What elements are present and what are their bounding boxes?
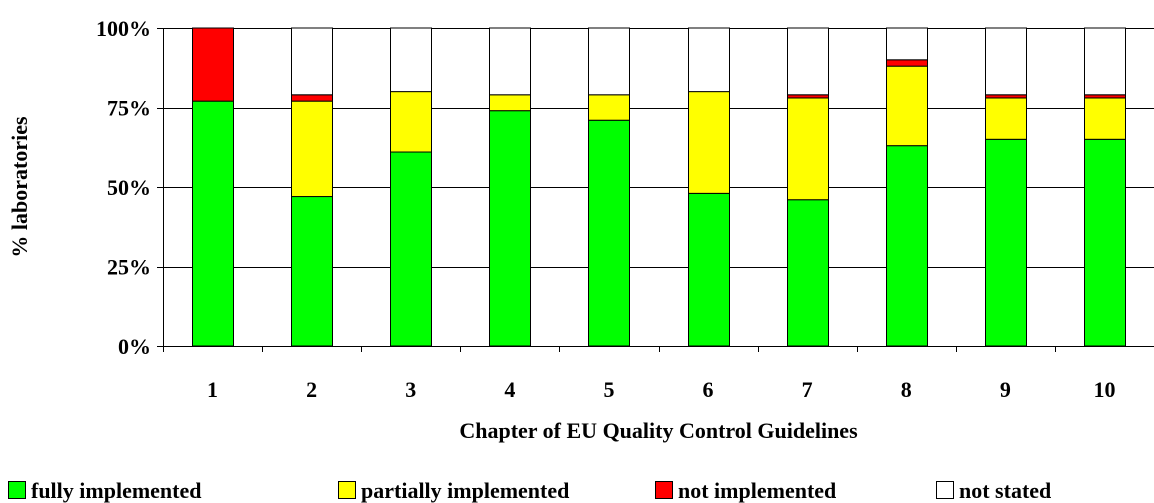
bar-10-partially-implemented — [1084, 97, 1126, 140]
x-tick-label: 4 — [504, 377, 515, 402]
x-tick-label: 6 — [703, 377, 714, 402]
y-tick-label: 50% — [107, 175, 151, 200]
legend-item-not-implemented: not implemented — [655, 478, 836, 503]
legend: fully implemented partially implemented no… — [8, 478, 1051, 503]
legend-swatch — [655, 481, 673, 499]
legend-label: partially implemented — [361, 478, 569, 503]
bar-8-fully-implemented — [886, 145, 928, 347]
bar-4-fully-implemented — [489, 110, 531, 347]
legend-label: not implemented — [678, 478, 836, 503]
bar-3-not-stated — [390, 27, 432, 93]
bar-2-not-stated — [291, 27, 333, 96]
bars — [192, 27, 1126, 347]
bar-4-partially-implemented — [489, 94, 531, 112]
bar-10-not-stated — [1084, 27, 1126, 96]
bar-2-partially-implemented — [291, 100, 333, 198]
x-tick-label: 3 — [405, 377, 416, 402]
legend-item-fully-implemented: fully implemented — [8, 478, 202, 503]
x-tick-label: 8 — [901, 377, 912, 402]
legend-item-partially-implemented: partially implemented — [338, 478, 569, 503]
x-tick-label: 9 — [1000, 377, 1011, 402]
bar-5-fully-implemented — [588, 119, 630, 347]
x-tick-label: 2 — [306, 377, 317, 402]
legend-label: not stated — [959, 478, 1051, 503]
y-tick-label: 100% — [96, 16, 151, 41]
legend-label: fully implemented — [31, 478, 202, 503]
bar-3-partially-implemented — [390, 91, 432, 153]
bar-1-not-implemented — [192, 27, 234, 102]
bar-6-fully-implemented — [688, 192, 730, 347]
axes — [157, 28, 1154, 352]
bar-9-partially-implemented — [985, 97, 1027, 140]
bar-5-partially-implemented — [588, 94, 630, 121]
x-tick-label: 7 — [802, 377, 813, 402]
legend-item-not-stated: not stated — [936, 478, 1051, 503]
bar-5-not-stated — [588, 27, 630, 96]
bar-1-fully-implemented — [192, 100, 234, 347]
legend-swatch — [8, 481, 26, 499]
bar-8-partially-implemented — [886, 65, 928, 147]
bar-7-fully-implemented — [787, 199, 829, 347]
bar-2-fully-implemented — [291, 196, 333, 347]
x-tick-label: 1 — [207, 377, 218, 402]
bar-3-fully-implemented — [390, 151, 432, 347]
x-tick-labels: 1 2 3 4 5 6 7 8 9 10 — [207, 377, 1115, 402]
bar-9-fully-implemented — [985, 138, 1027, 347]
bar-8-not-implemented — [886, 59, 928, 67]
y-tick-labels: 0% 25% 50% 75% 100% — [96, 16, 151, 359]
bar-4-not-stated — [489, 27, 531, 96]
x-axis-title: Chapter of EU Quality Control Guidelines — [459, 418, 858, 443]
y-tick-label: 75% — [107, 96, 151, 121]
x-tick-label: 10 — [1093, 377, 1115, 402]
legend-swatch — [936, 481, 954, 499]
y-tick-label: 0% — [118, 334, 151, 359]
bar-7-not-stated — [787, 27, 829, 96]
y-tick-label: 25% — [107, 255, 151, 280]
bar-9-not-stated — [985, 27, 1027, 96]
bar-10-fully-implemented — [1084, 138, 1126, 347]
bar-7-partially-implemented — [787, 97, 829, 201]
legend-swatch — [338, 481, 356, 499]
bar-2-not-implemented — [291, 94, 333, 102]
bar-6-partially-implemented — [688, 91, 730, 194]
x-tick-label: 5 — [603, 377, 614, 402]
bar-8-not-stated — [886, 27, 928, 61]
bar-6-not-stated — [688, 27, 730, 93]
y-axis-title: % laboratories — [7, 116, 32, 258]
